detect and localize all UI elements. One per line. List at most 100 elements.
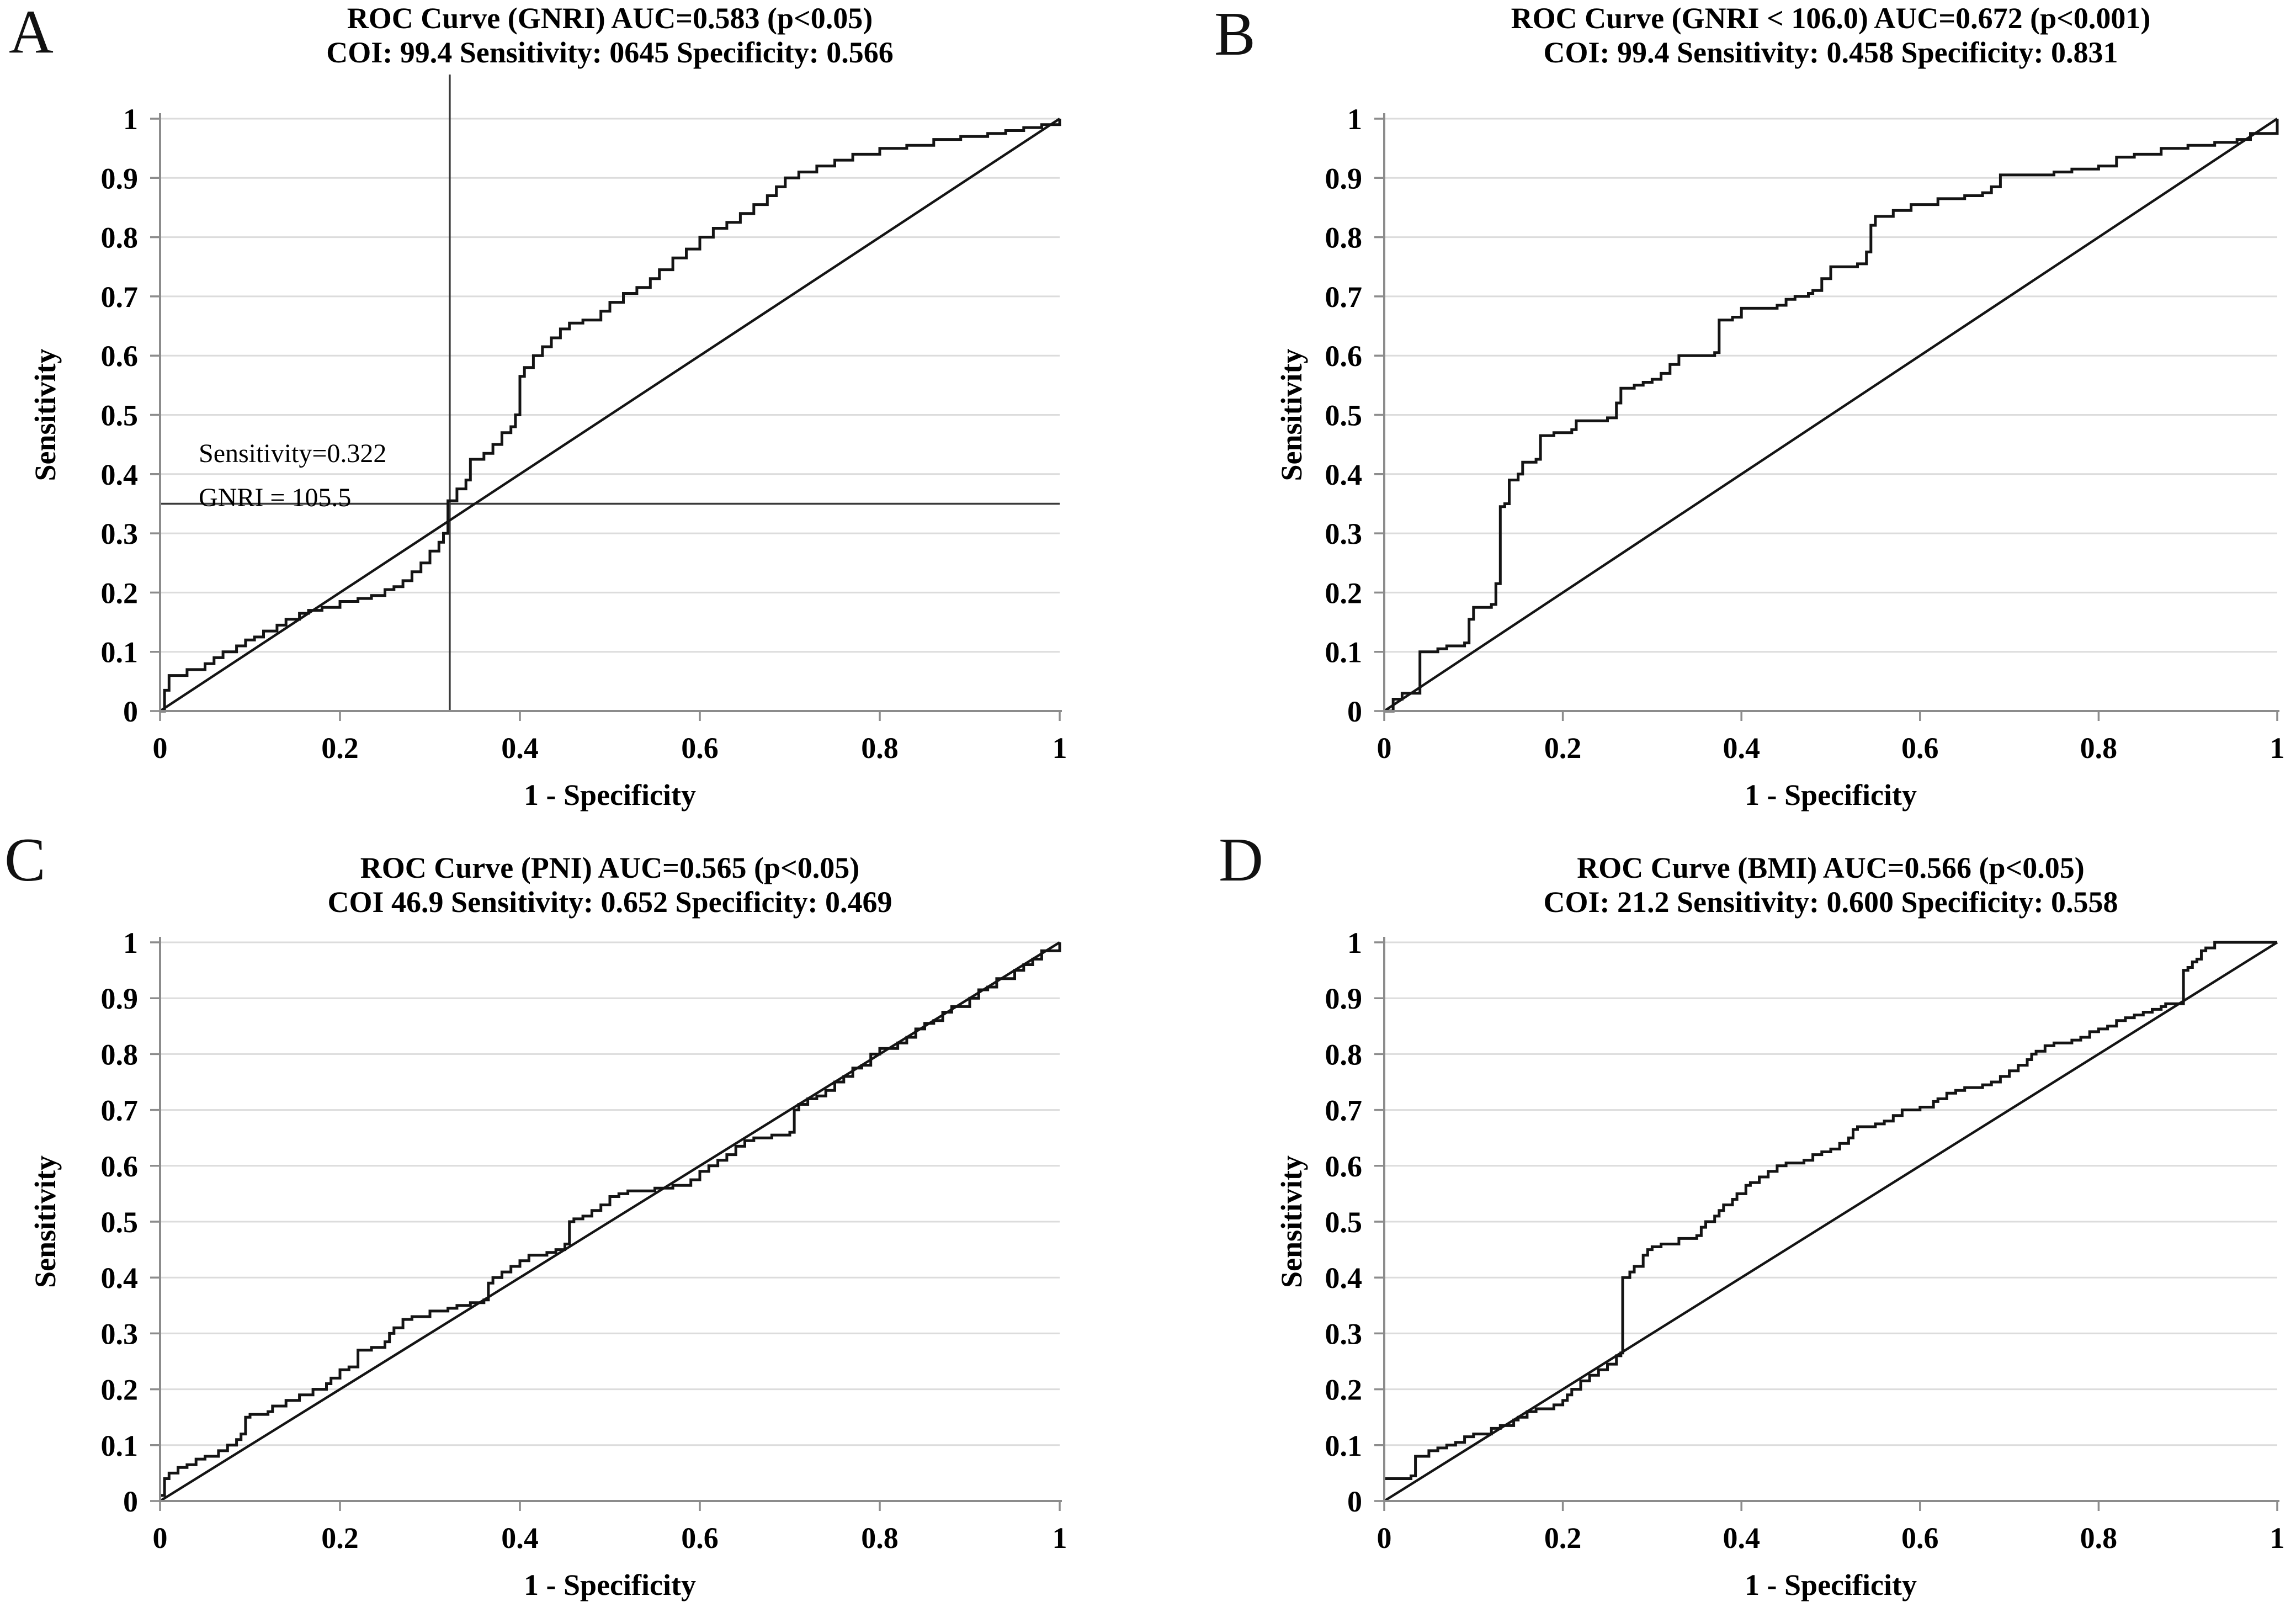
panel-d-title-line2: COI: 21.2 Sensitivity: 0.600 Specificity… [1543,885,2118,919]
panel-a-title-line1: ROC Curve (GNRI) AUC=0.583 (p<0.05) [347,2,873,35]
y-axis-title: Sensitivity [1275,1155,1308,1288]
panel-a: A ROC Curve (GNRI) AUC=0.583 (p<0.05) CO… [0,0,1148,826]
panel-b-title-line1: ROC Curve (GNRI < 106.0) AUC=0.672 (p<0.… [1511,2,2151,35]
y-tick-label: 0.1 [1325,636,1363,669]
roc-curve [1384,119,2279,713]
y-tick-label: 0.6 [101,340,139,373]
x-tick-label: 0.6 [681,731,719,765]
panel-c-title-line1: ROC Curve (PNI) AUC=0.565 (p<0.05) [360,851,860,884]
chance-diagonal [1383,118,2278,712]
y-tick-label: 0.8 [1325,1038,1363,1071]
y-tick-label: 0.2 [101,1373,139,1407]
x-axis-title: 1 - Specificity [524,778,696,812]
panel-c: C ROC Curve (PNI) AUC=0.565 (p<0.05) COI… [0,826,1148,1607]
y-tick-label: 0.7 [1325,1094,1363,1127]
panel-b-letter: B [1214,0,1256,68]
y-tick-label: 0 [1347,695,1362,728]
panel-b-title: ROC Curve (GNRI < 106.0) AUC=0.672 (p<0.… [1384,1,2277,70]
panel-c-plot: 0 0.1 0.2 0.3 0.4 0.5 0.6 0.7 0.8 0.9 1 0 0.2 0.4 0.6 0… [29,926,1067,1601]
y-tick-label: 0.1 [101,636,139,669]
x-tick-label: 1 [2270,731,2285,765]
x-tick-label: 0.2 [1544,1521,1582,1555]
panel-d-plot: 0 0.1 0.2 0.3 0.4 0.5 0.6 0.7 0.8 0.9 1 0 0.2 0.4 0.6 0… [1275,926,2285,1601]
y-tick-label: 0.3 [101,1317,139,1350]
panel-c-title: ROC Curve (PNI) AUC=0.565 (p<0.05) COI 4… [160,851,1060,919]
y-tick-label: 0.3 [1325,517,1363,550]
roc-curve [1384,941,2277,1480]
chance-diagonal [159,941,1061,1502]
y-tick-label: 0 [1347,1485,1362,1518]
x-axis-title: 1 - Specificity [1745,778,1917,812]
y-tick-label: 0.7 [1325,280,1363,314]
roc-curve [160,942,1061,1497]
y-tick-label: 0.6 [1325,1150,1363,1183]
y-tick-label: 0.4 [101,1261,139,1295]
x-tick-label: 0 [1377,731,1392,765]
y-tick-label: 1 [1347,103,1362,136]
y-tick-label: 0.2 [1325,576,1363,609]
y-tick-label: 0.7 [101,280,139,314]
y-tick-label: 0.4 [1325,458,1363,491]
x-tick-label: 0.8 [861,731,899,765]
x-tick-label: 0 [1377,1521,1392,1555]
x-tick-label: 0.8 [2080,1521,2118,1555]
x-tick-label: 1 [1053,731,1067,765]
y-tick-label: 0.2 [1325,1373,1363,1407]
y-tick-label: 0.4 [1325,1261,1363,1295]
y-tick-label: 0.5 [1325,399,1363,432]
panel-c-title-line2: COI 46.9 Sensitivity: 0.652 Specificity:… [327,885,892,919]
panel-b-title-line2: COI: 99.4 Sensitivity: 0.458 Specificity… [1543,36,2118,69]
y-tick-label: 0.6 [101,1150,139,1183]
y-tick-label: 0.9 [101,982,139,1015]
chance-diagonal [1383,941,2278,1502]
panel-d-title: ROC Curve (BMI) AUC=0.566 (p<0.05) COI: … [1384,851,2277,919]
x-tick-label: 0.6 [1901,731,1939,765]
y-tick-label: 0.5 [101,1206,139,1239]
y-tick-label: 0.2 [101,576,139,609]
y-tick-label: 0.6 [1325,340,1363,373]
roc-curve [160,119,1061,713]
panel-b: B ROC Curve (GNRI < 106.0) AUC=0.672 (p<… [1148,0,2296,826]
y-tick-label: 0.4 [101,458,139,491]
y-tick-label: 0.9 [1325,982,1363,1015]
y-tick-label: 0.3 [101,517,139,550]
y-tick-label: 0.8 [101,221,139,254]
x-tick-label: 0.2 [321,731,359,765]
x-tick-label: 1 [1053,1521,1067,1555]
x-tick-label: 1 [2270,1521,2285,1555]
x-tick-label: 0.2 [1544,731,1582,765]
y-tick-label: 0.1 [1325,1429,1363,1462]
y-tick-label: 0.3 [1325,1317,1363,1350]
y-tick-label: 0.1 [101,1429,139,1462]
y-tick-label: 1 [123,926,138,959]
panel-d-letter: D [1219,826,1263,894]
panel-d-title-line1: ROC Curve (BMI) AUC=0.566 (p<0.05) [1577,851,2085,884]
chance-diagonal [159,118,1061,712]
x-tick-label: 0.4 [501,1521,539,1555]
y-tick-label: 0.8 [1325,221,1363,254]
y-axis-title: Sensitivity [1275,348,1308,481]
y-tick-label: 0 [123,695,138,728]
panel-a-title: ROC Curve (GNRI) AUC=0.583 (p<0.05) COI:… [160,1,1060,70]
x-tick-label: 0.6 [1901,1521,1939,1555]
panel-d: D ROC Curve (BMI) AUC=0.566 (p<0.05) COI… [1148,826,2296,1607]
y-axis-title: Sensitivity [29,348,62,481]
y-tick-label: 0.7 [101,1094,139,1127]
y-axis-title: Sensitivity [29,1155,62,1288]
y-tick-label: 1 [123,103,138,136]
panel-c-letter: C [4,826,46,894]
y-tick-label: 0.8 [101,1038,139,1071]
annotation-sensitivity: Sensitivity=0.322 [199,439,387,468]
annotation-gnri: GNRI = 105.5 [199,483,352,512]
panel-a-letter: A [9,0,54,66]
x-tick-label: 0.6 [681,1521,719,1555]
x-axis-title: 1 - Specificity [1745,1568,1917,1601]
y-tick-label: 0 [123,1485,138,1518]
x-axis-title: 1 - Specificity [524,1568,696,1601]
panel-a-title-line2: COI: 99.4 Sensitivity: 0645 Specificity:… [326,36,894,69]
x-tick-label: 0 [153,731,168,765]
y-tick-label: 0.9 [1325,162,1363,195]
y-tick-label: 0.9 [101,162,139,195]
panel-a-plot: 0 0.1 0.2 0.3 0.4 0.5 0.6 0.7 0.8 0.9 1 0 0.2 0.4 0.6 0… [29,75,1067,812]
